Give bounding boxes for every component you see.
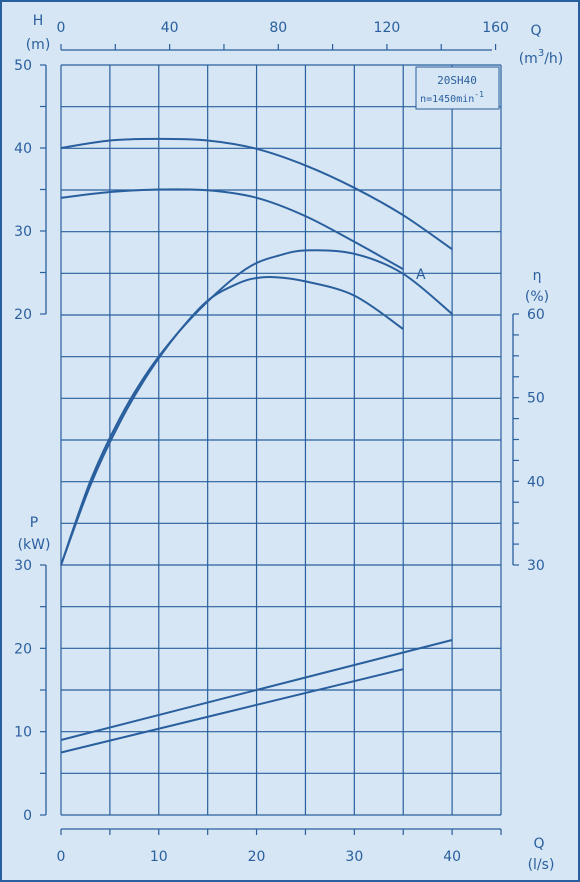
power-tick-label: 10 <box>14 725 32 741</box>
efficiency-axis-unit: (%) <box>525 289 549 305</box>
efficiency-tick-label: 40 <box>527 474 545 490</box>
model-label: 20SH40 <box>437 74 477 87</box>
model-box-frame <box>415 66 500 110</box>
axis-labels: Q (m3/h) H (m) η (%) P (kW) Q (l/s) <box>18 13 564 873</box>
x-bottom-axis-unit: (l/s) <box>528 857 555 873</box>
efficiency-tick-label: 50 <box>527 391 545 407</box>
x-top-axis-unit-sup: 3 <box>538 48 544 59</box>
head-tick-label: 50 <box>14 58 32 74</box>
x-bottom-tick-label: 10 <box>150 849 168 865</box>
efficiency-tick-label: 30 <box>527 558 545 574</box>
x-bottom-tick-label: 30 <box>345 849 363 865</box>
x-top-axis-unit-post: /h) <box>544 51 563 67</box>
x-top-tick-label: 0 <box>57 20 66 36</box>
curve-label-a: A <box>416 267 426 283</box>
power-axis-quantity: P <box>30 515 38 531</box>
grid <box>60 64 502 816</box>
x-top-tick-label: 160 <box>482 20 509 36</box>
head-curve-1 <box>60 137 453 251</box>
x-top-axis-quantity: Q <box>530 23 541 39</box>
curves <box>60 137 453 754</box>
power-curve-6 <box>60 668 404 754</box>
head-tick-label: 40 <box>14 141 32 157</box>
power-curve-5 <box>60 639 453 741</box>
head-tick-label: 20 <box>14 307 32 323</box>
x-top-tick-label: 120 <box>374 20 401 36</box>
head-tick-label: 30 <box>14 224 32 240</box>
x-bottom-tick-label: 40 <box>443 849 461 865</box>
head-axis-quantity: H <box>33 13 44 29</box>
power-tick-label: 30 <box>14 558 32 574</box>
x-top-axis-unit: (m3/h) <box>519 48 564 67</box>
speed-label: n=1450min-1 <box>420 90 484 105</box>
x-bottom-tick-label: 20 <box>248 849 266 865</box>
speed-label-exp: -1 <box>474 90 484 99</box>
eff-curve-4 <box>60 275 404 566</box>
x-top-tick-label: 40 <box>161 20 179 36</box>
x-bottom-tick-label: 0 <box>57 849 66 865</box>
speed-label-text: n=1450min <box>420 94 474 105</box>
head-axis-unit: (m) <box>26 37 51 53</box>
efficiency-tick-label: 60 <box>527 307 545 323</box>
efficiency-axis-quantity: η <box>533 268 542 284</box>
model-box: 20SH40 n=1450min-1 <box>415 66 500 110</box>
power-tick-label: 0 <box>23 808 32 824</box>
x-bottom-axis-quantity: Q <box>533 836 544 852</box>
axes: 0 40 80 120 160 20 30 40 50 30 40 50 60 0 10 20 30 0 10 20 3… <box>14 20 545 865</box>
power-axis-unit: (kW) <box>18 537 51 553</box>
x-top-tick-label: 80 <box>269 20 287 36</box>
head-curve-2 <box>60 188 404 271</box>
x-top-axis-unit-pre: (m <box>519 51 538 67</box>
eff-curve-3 <box>60 249 453 566</box>
power-tick-label: 20 <box>14 641 32 657</box>
